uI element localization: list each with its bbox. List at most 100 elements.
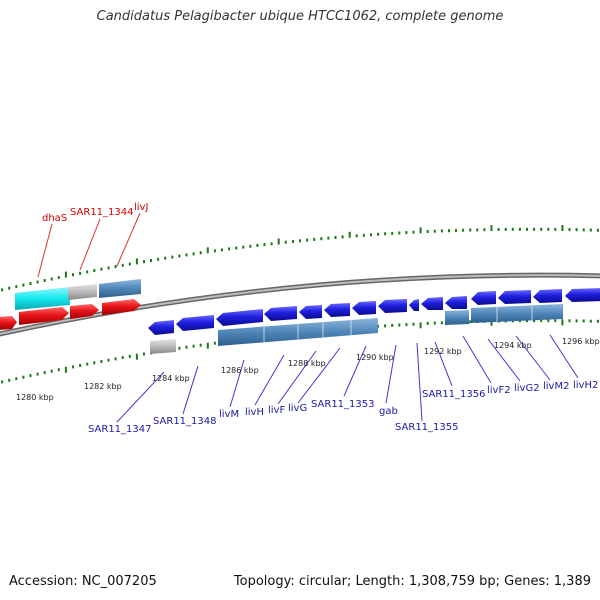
scale-label: 1292 kbp xyxy=(424,347,462,356)
minor-tick xyxy=(128,262,131,266)
gene-label[interactable]: livM2 xyxy=(543,381,569,392)
gene-arrow[interactable] xyxy=(533,289,562,303)
gene-label[interactable]: livF xyxy=(268,405,285,416)
scale-label: 1282 kbp xyxy=(84,382,122,391)
operon-block[interactable] xyxy=(471,304,563,323)
scale-label: 1280 kbp xyxy=(16,393,54,402)
minor-tick xyxy=(100,267,103,271)
minor-tick xyxy=(43,279,46,282)
highlight-feature[interactable] xyxy=(15,287,70,310)
minor-tick xyxy=(270,242,273,246)
minor-tick xyxy=(596,319,599,323)
minor-tick xyxy=(384,324,387,328)
minor-tick xyxy=(582,228,585,232)
minor-tick xyxy=(369,233,372,237)
scale-label: 1284 kbp xyxy=(152,374,190,383)
minor-tick xyxy=(50,369,53,373)
gene-label[interactable]: livG xyxy=(288,403,307,414)
minor-tick xyxy=(412,230,415,234)
minor-tick xyxy=(100,360,103,363)
genome-title: Candidatus Pelagibacter ubique HTCC1062,… xyxy=(96,9,504,24)
gene-arrow[interactable] xyxy=(471,291,496,305)
minor-tick xyxy=(405,323,408,327)
minor-tick xyxy=(143,352,145,356)
minor-tick xyxy=(426,321,429,325)
gene-arrow[interactable] xyxy=(299,305,322,319)
minor-tick xyxy=(327,236,330,240)
minor-tick xyxy=(121,356,124,360)
minor-tick xyxy=(596,228,599,232)
minor-tick xyxy=(192,344,195,348)
gene-arrow[interactable] xyxy=(565,288,600,302)
gene-label[interactable]: SAR11_1347 xyxy=(88,424,152,435)
minor-tick xyxy=(128,354,131,358)
gene-label[interactable]: livF2 xyxy=(487,385,511,396)
gene-arrow[interactable] xyxy=(378,299,407,313)
gene-arrow[interactable] xyxy=(176,315,214,331)
minor-tick xyxy=(476,228,479,232)
minor-tick xyxy=(72,365,74,369)
gene-arrow[interactable] xyxy=(102,299,141,315)
forward-gene-labels: dhaS SAR11_1344 livJ xyxy=(42,202,148,224)
operon-block[interactable] xyxy=(445,310,469,325)
minor-tick xyxy=(448,229,450,233)
minor-tick xyxy=(93,269,96,272)
minor-tick xyxy=(313,237,316,241)
minor-tick xyxy=(568,319,571,323)
gene-label[interactable]: livH xyxy=(245,407,264,418)
minor-tick xyxy=(164,256,167,260)
accession-label: Accession: NC_007205 xyxy=(9,574,157,589)
topology-label: Topology: circular; Length: 1,308,759 bp… xyxy=(233,574,591,589)
gene-arrow[interactable] xyxy=(148,320,174,335)
minor-tick xyxy=(114,265,117,269)
major-tick xyxy=(277,238,280,245)
gene-arrow[interactable] xyxy=(421,297,443,310)
major-tick xyxy=(135,353,138,360)
forward-gene-track[interactable] xyxy=(0,279,141,330)
gene-arrow[interactable] xyxy=(70,304,99,319)
minor-tick xyxy=(36,372,39,376)
minor-tick xyxy=(43,371,46,375)
gene-arrow[interactable] xyxy=(498,290,531,304)
gene-label[interactable]: livM xyxy=(219,409,239,420)
grey-feature[interactable] xyxy=(68,284,97,300)
operon-block[interactable] xyxy=(99,279,141,298)
gene-arrow[interactable] xyxy=(445,296,467,309)
gene-label[interactable]: SAR11_1355 xyxy=(395,422,459,433)
gene-label[interactable]: SAR11_1356 xyxy=(422,389,486,400)
minor-tick xyxy=(178,346,181,350)
minor-tick xyxy=(178,254,181,258)
minor-tick xyxy=(391,231,394,235)
gene-label[interactable]: dhaS xyxy=(42,213,67,224)
gene-label[interactable]: livH2 xyxy=(573,380,598,391)
grey-feature[interactable] xyxy=(150,339,176,354)
gene-arrow[interactable] xyxy=(19,307,69,325)
minor-tick xyxy=(150,259,152,262)
reverse-gene-track[interactable] xyxy=(148,288,600,354)
gene-arrow[interactable] xyxy=(216,309,263,326)
gene-label[interactable]: livG2 xyxy=(514,383,540,394)
minor-tick xyxy=(221,248,223,252)
gene-arrow[interactable] xyxy=(264,306,297,321)
minor-tick xyxy=(72,273,74,277)
minor-tick xyxy=(306,238,309,242)
gene-label[interactable]: SAR11_1344 xyxy=(70,207,134,218)
minor-tick xyxy=(57,276,60,279)
gene-label[interactable]: gab xyxy=(379,406,398,417)
minor-tick xyxy=(107,266,110,270)
minor-tick xyxy=(185,253,188,257)
gene-arrow[interactable] xyxy=(409,299,419,311)
gene-arrow[interactable] xyxy=(0,316,17,330)
gene-arrow[interactable] xyxy=(352,301,376,315)
minor-tick xyxy=(398,323,401,327)
gene-label[interactable]: SAR11_1353 xyxy=(311,399,375,410)
minor-tick xyxy=(440,229,443,233)
gene-label[interactable]: livJ xyxy=(134,202,148,213)
gene-label[interactable]: SAR11_1348 xyxy=(153,416,217,427)
minor-tick xyxy=(291,240,294,243)
major-tick xyxy=(561,319,564,326)
gene-arrow[interactable] xyxy=(324,303,350,317)
major-tick xyxy=(135,258,138,265)
minor-tick xyxy=(398,231,401,235)
